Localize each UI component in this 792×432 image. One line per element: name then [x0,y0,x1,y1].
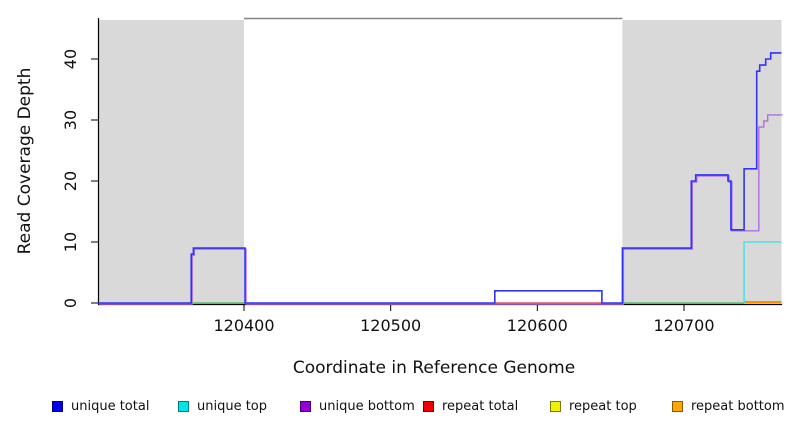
shaded-region [622,20,782,304]
series-unique-total [98,52,782,304]
legend-item-repeat-total: repeat total [423,399,518,414]
y-tick-label: 40 [61,49,80,69]
legend-label: unique top [197,399,268,414]
y-tick-label: 20 [61,171,80,191]
x-tick-label: 120600 [507,316,568,335]
legend-item-repeat-bottom: repeat bottom [672,399,785,414]
shaded-region [98,20,244,304]
legend-swatch-repeat-top [550,401,561,412]
legend-swatch-repeat-total [423,401,434,412]
y-axis-title: Read Coverage Depth [15,68,35,255]
x-tick-label: 120400 [213,316,274,335]
x-tick-label: 120700 [653,316,714,335]
chart-legend: unique total unique top unique bottom repea… [0,396,792,424]
legend-item-unique-bottom: unique bottom [300,399,415,414]
legend-swatch-unique-total [52,401,63,412]
coverage-chart: 120400 120500 120600 120700 0 10 20 30 40 Coordin… [15,17,783,378]
legend-item-repeat-top: repeat top [550,399,637,414]
x-axis-title: Coordinate in Reference Genome [293,358,575,378]
y-tick-label: 10 [61,232,80,252]
y-tick-label: 30 [61,110,80,130]
legend-item-unique-top: unique top [178,399,267,414]
legend-swatch-unique-bottom [300,401,311,412]
series-unique-top [743,241,782,303]
y-tick-label: 0 [61,298,80,308]
legend-label: repeat total [442,399,519,414]
legend-item-unique-total: unique total [52,399,149,414]
legend-swatch-repeat-bottom [672,401,683,412]
legend-label: unique total [71,399,150,414]
x-tick-label: 120500 [360,316,421,335]
series-unique-bottom [99,114,783,305]
legend-label: unique bottom [319,399,415,414]
legend-label: repeat bottom [691,399,785,414]
legend-label: repeat top [569,399,637,414]
legend-swatch-unique-top [178,401,189,412]
